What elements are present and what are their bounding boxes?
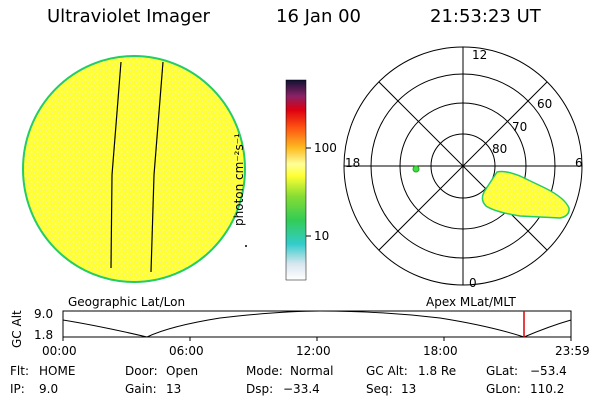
gain-label: Gain: (125, 382, 157, 396)
auroral-oval (481, 170, 570, 219)
alt-y-bottom: 1.8 (34, 328, 54, 342)
colorbar (285, 79, 311, 281)
mode-label: Mode: (246, 364, 283, 378)
ip-label: IP: (10, 382, 25, 396)
x-tick-label: 12:00 (296, 344, 331, 358)
mlat-label-60: 60 (537, 97, 553, 111)
glon-value: 110.2 (530, 382, 565, 396)
flt-value: HOME (39, 364, 76, 378)
instrument-title: Ultraviolet Imager (47, 6, 210, 27)
flt-label: Flt: (10, 364, 29, 378)
seq-label: Seq: (366, 382, 393, 396)
glat-label: GLat: (486, 364, 519, 378)
dsp-label: Dsp: (246, 382, 274, 396)
colorbar-tick-10: 10 (314, 229, 330, 243)
glat-value: −53.4 (530, 364, 567, 378)
geographic-globe (22, 55, 247, 283)
dsp-value: −33.4 (283, 382, 320, 396)
x-tick-label: 06:00 (169, 344, 204, 358)
mlt-label-6: 6 (575, 156, 583, 170)
mode-value: Normal (290, 364, 334, 378)
gc-alt-value: 1.8 Re (418, 364, 457, 378)
x-tick-label: 18:00 (423, 344, 458, 358)
gc-alt-label: GC Alt: (366, 364, 408, 378)
geographic-label: Geographic Lat/Lon (68, 295, 186, 309)
apex-label: Apex MLat/MLT (426, 295, 516, 309)
gain-value: 13 (166, 382, 182, 396)
meridian-line (110, 61, 122, 269)
x-tick-label: 23:59 (555, 344, 590, 358)
meridian-line (150, 61, 164, 273)
station-marker (412, 165, 420, 173)
alt-y-top: 9.0 (34, 307, 54, 321)
mlat-label-80: 80 (492, 142, 508, 156)
colorbar-unit-label: photon cm⁻²s⁻¹ (232, 133, 246, 226)
glon-label: GLon: (486, 382, 521, 396)
mlat-label-70: 70 (512, 120, 528, 134)
polar-plot (343, 46, 583, 286)
time-label: 21:53:23 UT (430, 6, 541, 27)
altitude-plot (62, 310, 572, 341)
door-value: Open (166, 364, 199, 378)
mlt-label-12: 12 (472, 48, 488, 62)
globe-dot (245, 245, 247, 247)
colorbar-tick-100: 100 (314, 141, 337, 155)
mlt-label-0: 0 (469, 276, 477, 290)
x-tick-label: 00:00 (42, 344, 77, 358)
ip-value: 9.0 (39, 382, 59, 396)
date-label: 16 Jan 00 (276, 6, 361, 27)
door-label: Door: (125, 364, 158, 378)
seq-value: 13 (401, 382, 417, 396)
altitude-curve (62, 310, 572, 338)
gc-alt-axis-label: GC Alt (10, 310, 24, 348)
earth-disk (22, 55, 246, 283)
mlt-label-18: 18 (345, 156, 361, 170)
